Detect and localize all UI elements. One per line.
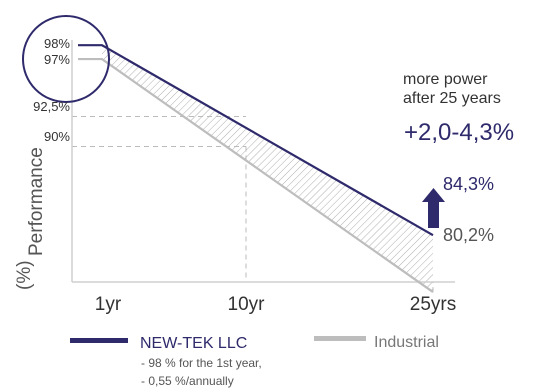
y-tick-label: 97%: [44, 52, 70, 67]
up-arrow-icon: [422, 188, 445, 228]
annotation-line2: after 25 years: [403, 90, 501, 107]
x-tick-label: 10yr: [228, 294, 266, 315]
highlight-circle: [22, 15, 110, 103]
legend-swatch-newtek: [70, 338, 128, 343]
x-tick-labels: 1yr 10yr 25yrs: [95, 294, 456, 315]
y-axis-label: (%) Performance: [14, 147, 47, 290]
annotation-value: +2,0-4,3%: [404, 119, 514, 146]
end-label-industrial: 80,2%: [443, 225, 494, 245]
performance-gap-area: [102, 45, 433, 293]
y-axis-label-text: Performance: [26, 147, 47, 256]
x-tick-label: 1yr: [95, 294, 122, 315]
y-axis-label-unit: (%): [14, 260, 35, 290]
y-tick-label: 90%: [44, 129, 70, 144]
legend-label-newtek: NEW-TEK LLC: [140, 335, 247, 352]
y-tick-label: 98%: [44, 36, 70, 51]
legend-swatch-industrial: [314, 336, 366, 341]
series-line-industrial: [78, 57, 434, 293]
annotation-line1: more power: [403, 71, 488, 88]
y-tick-label: 92,5%: [33, 99, 70, 114]
legend: NEW-TEK LLC - 98 % for the 1st year, - 0…: [70, 334, 439, 388]
x-tick-label: 25yrs: [410, 294, 456, 315]
end-label-newtek: 84,3%: [443, 174, 494, 194]
legend-note-2: - 0,55 %/annually: [141, 374, 234, 388]
legend-label-industrial: Industrial: [374, 334, 439, 351]
dashed-guides: [72, 115, 434, 293]
legend-note-1: - 98 % for the 1st year,: [141, 356, 262, 370]
y-tick-labels: 98%97% 92,5% 90%: [33, 36, 70, 144]
series-line-newtek: [78, 44, 434, 237]
